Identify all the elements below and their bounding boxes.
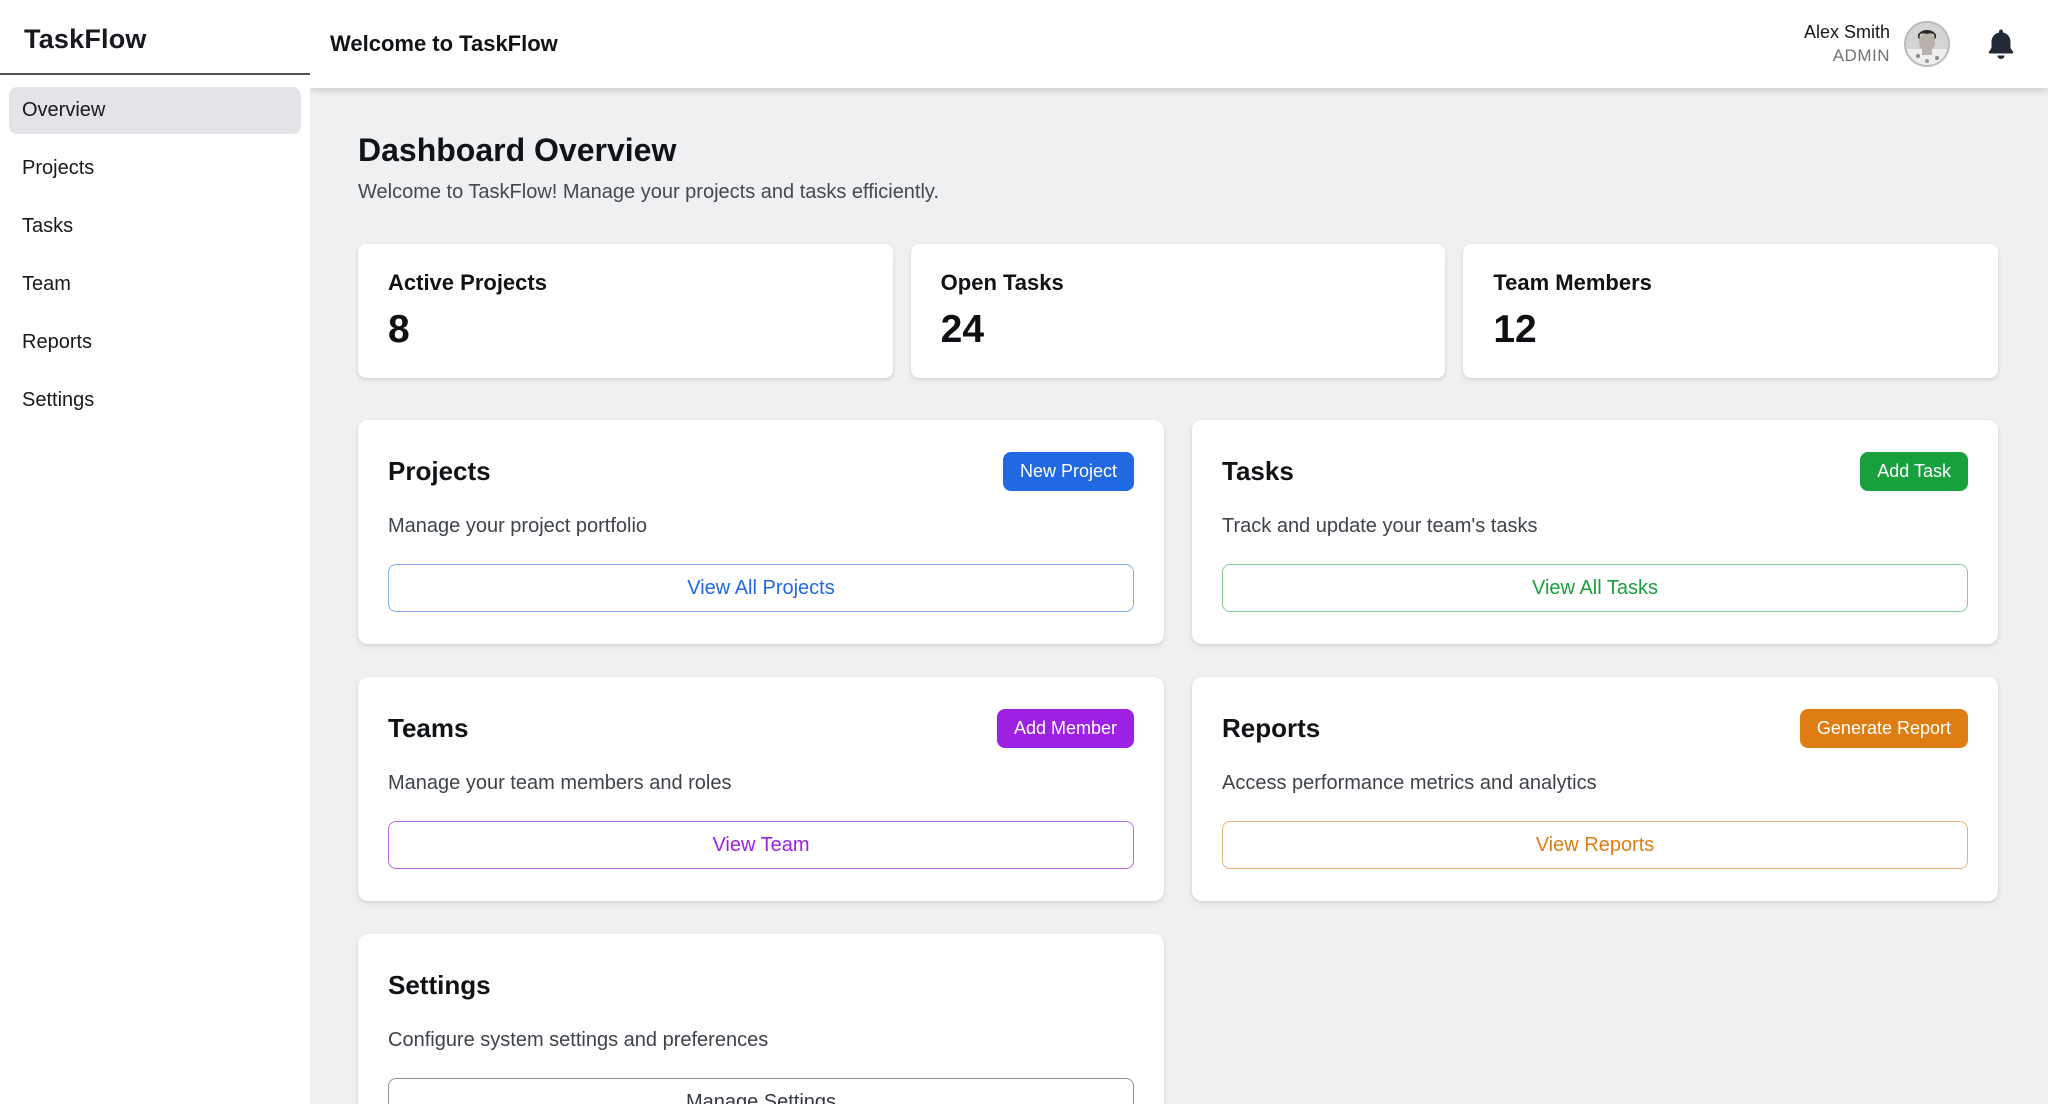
card-title: Teams	[388, 712, 469, 743]
card-description: Track and update your team's tasks	[1222, 515, 1538, 537]
sidebar-item-team[interactable]: Team	[9, 261, 301, 308]
teams-card: Teams Add Member Manage your team member…	[358, 677, 1164, 901]
stat-card-active-projects: Active Projects 8	[358, 244, 893, 378]
user-name: Alex Smith	[1803, 22, 1890, 42]
manage-settings-button[interactable]: Manage Settings	[388, 1078, 1134, 1104]
user-role-badge: ADMIN	[1832, 46, 1890, 65]
sidebar-item-reports[interactable]: Reports	[9, 319, 301, 366]
add-task-button[interactable]: Add Task	[1860, 451, 1968, 491]
sidebar-item-label: Reports	[22, 331, 93, 353]
reports-card: Reports Generate Report Access performan…	[1192, 677, 1998, 901]
sidebar-item-settings[interactable]: Settings	[9, 377, 301, 424]
tasks-card: Tasks Add Task Track and update your tea…	[1192, 420, 1998, 644]
content-column: Welcome to TaskFlow Alex Smith ADMIN	[310, 0, 2048, 1104]
sidebar-item-label: Settings	[22, 389, 95, 411]
card-title: Reports	[1222, 712, 1321, 743]
stat-label: Open Tasks	[940, 270, 1064, 295]
stat-value: 24	[940, 308, 985, 351]
stat-label: Team Members	[1493, 270, 1652, 295]
new-project-button[interactable]: New Project	[1002, 451, 1134, 491]
feature-cards: Projects New Project Manage your project…	[358, 420, 1998, 1104]
stat-value: 12	[1493, 308, 1537, 351]
settings-card: Settings Configure system settings and p…	[358, 934, 1164, 1104]
card-title: Projects	[388, 455, 491, 486]
page-title: Dashboard Overview	[358, 132, 677, 168]
add-member-button[interactable]: Add Member	[996, 708, 1134, 748]
card-title: Settings	[388, 969, 491, 1000]
card-header: Tasks Add Task	[1222, 450, 1968, 492]
sidebar: TaskFlow Overview Projects Tasks Team Re…	[0, 0, 310, 1104]
card-description: Manage your project portfolio	[388, 515, 648, 537]
stat-label: Active Projects	[388, 270, 547, 295]
sidebar-item-label: Projects	[22, 157, 95, 179]
stat-card-open-tasks: Open Tasks 24	[910, 244, 1446, 378]
sidebar-nav: Overview Projects Tasks Team Reports Set…	[0, 75, 310, 424]
header-title: Welcome to TaskFlow	[330, 31, 558, 56]
generate-report-button[interactable]: Generate Report	[1799, 708, 1968, 748]
stats-row: Active Projects 8 Open Tasks 24 Team Mem…	[358, 244, 1998, 378]
main-content: Dashboard Overview Welcome to TaskFlow! …	[310, 88, 2048, 1104]
card-title: Tasks	[1222, 455, 1294, 486]
stat-card-team-members: Team Members 12	[1463, 244, 1998, 378]
view-reports-button[interactable]: View Reports	[1222, 821, 1968, 869]
view-all-tasks-button[interactable]: View All Tasks	[1222, 564, 1968, 612]
user-meta: Alex Smith ADMIN	[1804, 22, 1890, 66]
sidebar-item-label: Overview	[22, 99, 106, 121]
card-header: Teams Add Member	[388, 707, 1134, 749]
view-team-button[interactable]: View Team	[388, 821, 1134, 869]
card-description: Access performance metrics and analytics	[1222, 772, 1597, 794]
view-all-projects-button[interactable]: View All Projects	[388, 564, 1134, 612]
user-area: Alex Smith ADMIN	[1804, 21, 2016, 67]
sidebar-item-label: Tasks	[22, 215, 74, 237]
card-header: Projects New Project	[388, 450, 1134, 492]
card-header: Reports Generate Report	[1222, 707, 1968, 749]
notification-bell-icon[interactable]	[1986, 27, 2016, 61]
top-bar: Welcome to TaskFlow Alex Smith ADMIN	[310, 0, 2048, 88]
sidebar-item-tasks[interactable]: Tasks	[9, 203, 301, 250]
page-subtitle: Welcome to TaskFlow! Manage your project…	[358, 181, 940, 203]
card-description: Configure system settings and preference…	[388, 1029, 769, 1051]
sidebar-item-projects[interactable]: Projects	[9, 145, 301, 192]
card-description: Manage your team members and roles	[388, 772, 732, 794]
sidebar-item-label: Team	[22, 273, 71, 295]
app-logo: TaskFlow	[0, 0, 310, 75]
sidebar-item-overview[interactable]: Overview	[9, 87, 301, 134]
projects-card: Projects New Project Manage your project…	[358, 420, 1164, 644]
card-header: Settings	[388, 964, 1134, 1006]
user-avatar[interactable]	[1904, 21, 1950, 67]
stat-value: 8	[388, 308, 410, 351]
